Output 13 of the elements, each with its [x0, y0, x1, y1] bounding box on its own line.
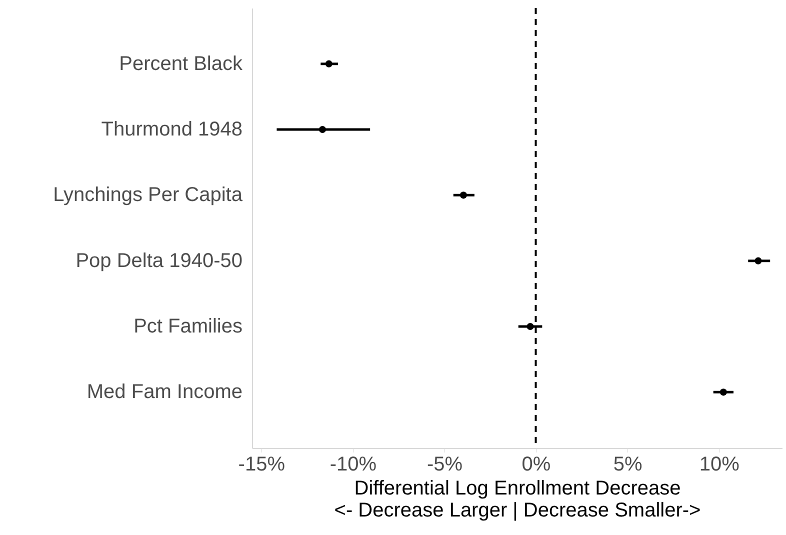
x-tick-label: -5% — [426, 454, 463, 476]
y-tick-label: Thurmond 1948 — [101, 118, 242, 140]
y-tick-label: Pct Families — [134, 316, 242, 338]
x-tick-label: 5% — [613, 454, 642, 476]
y-tick-label: Pop Delta 1940-50 — [76, 250, 242, 272]
x-tick-label: -15% — [238, 454, 286, 476]
y-tick-label: Percent Black — [119, 52, 244, 75]
x-tick-label: -10% — [330, 454, 377, 476]
y-tick-label: Lynchings Per Capita — [53, 184, 244, 206]
y-tick-label: Med Fam Income — [86, 381, 242, 404]
x-tick-label: 0% — [522, 454, 551, 476]
x-axis-title: Differential Log Enrollment Decrease <- Decrease Larger | Decrease Smaller-> — [334, 478, 701, 522]
x-tick-label: 10% — [699, 454, 740, 476]
